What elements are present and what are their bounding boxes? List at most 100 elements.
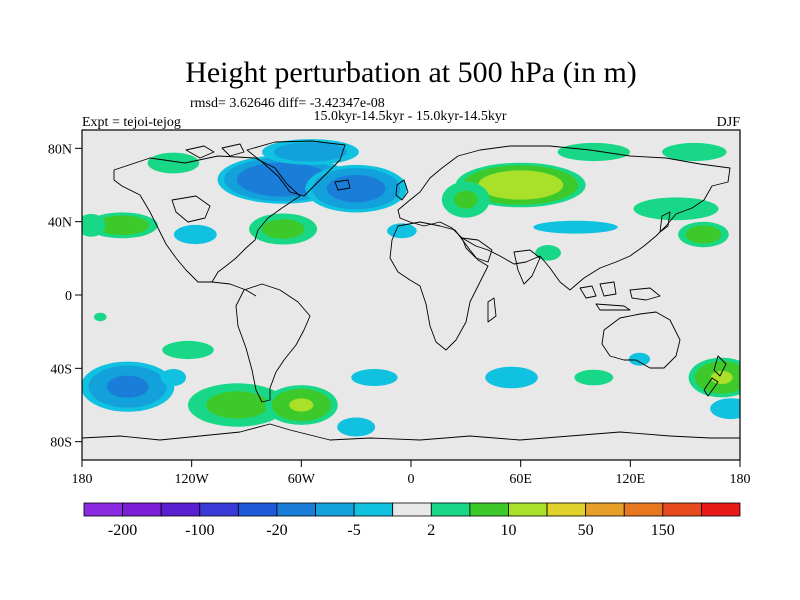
experiment-label: Expt = tejoi-tejog [82,115,181,130]
anomaly-center [264,385,338,425]
anomaly-center [162,340,214,360]
coastlines [82,140,740,441]
anomaly-center [82,213,106,237]
anomaly-contour [533,220,618,234]
anomaly-contour [95,215,150,236]
anomaly-center [485,366,538,389]
chart-title: Height perturbation at 500 hPa (in m) [185,56,637,89]
anomaly-contour [337,417,376,437]
anomaly-center [710,398,740,420]
colorbar-label: -5 [347,522,360,539]
colorbar-swatch [237,502,278,517]
colorbar-label: 2 [427,522,435,539]
y-tick-label: 0 [65,289,72,304]
y-tick-label: 80N [48,142,72,157]
anomaly-contour [685,225,722,244]
anomaly-contour [351,369,398,386]
anomaly-contour [628,352,651,366]
x-tick-label: 120W [175,472,210,487]
colorbar-swatch [623,502,664,517]
colorbar-label: 50 [578,522,594,539]
anomaly-center [160,369,187,386]
anomaly-center [262,139,359,165]
anomaly-contour [710,398,740,420]
anomaly-center [535,245,561,261]
colorbar-label: 10 [501,522,517,539]
colorbar-swatch [122,502,162,517]
anomaly-center [688,357,740,398]
map-background [82,130,740,460]
x-tick-label: 60E [509,472,532,487]
anomaly-center [82,361,175,412]
anomaly-contour [160,369,187,386]
x-axis-ticks: 180 120W 60W 0 60E 120E 180 [72,460,751,487]
colorbar-swatch [353,502,394,517]
y-tick-label: 40S [50,362,72,377]
colorbar-swatch [469,502,509,517]
anomaly-center [173,224,217,245]
colorbar-swatch [199,502,239,517]
colorbar-swatch [276,502,316,517]
anomaly-center [678,221,729,248]
anomaly-center [249,213,318,245]
x-tick-label: 0 [408,472,415,487]
colorbar-swatch [160,502,201,517]
x-tick-label: 120E [616,472,646,487]
anomaly-field [82,139,740,437]
anomaly-contour [453,190,478,209]
y-axis-ticks: 80N 40N 0 40S 80S [48,142,82,451]
anomaly-center [633,197,719,221]
anomaly-contour [662,142,727,162]
colorbar-swatch [83,502,123,517]
anomaly-center [662,142,727,162]
y-tick-label: 40N [48,216,72,231]
anomaly-contour [273,142,348,162]
anomaly-contour [535,245,561,261]
anomaly-contour [633,197,719,221]
x-tick-label: 180 [730,472,751,487]
anomaly-center [533,220,618,234]
anomaly-center [147,152,200,174]
season-label: DJF [717,115,741,130]
anomaly-contour [485,366,538,389]
anomaly-contour [106,375,149,398]
x-tick-label: 180 [72,472,93,487]
colorbar-swatch [546,502,587,517]
anomaly-contour [261,219,305,239]
anomaly-contour [557,142,630,162]
x-tick-label: 60W [288,472,316,487]
anomaly-center [351,369,398,386]
anomaly-contour [326,174,386,203]
colorbar-swatch [701,502,741,517]
anomaly-contour [478,170,564,200]
anomaly-center [86,212,158,239]
anomaly-contour [162,340,214,360]
stats-line: rmsd= 3.62646 diff= -3.42347e-08 [190,96,385,111]
colorbar-swatch [662,502,702,517]
y-tick-label: 80S [50,436,72,451]
colorbar-swatch [508,502,548,517]
anomaly-center [574,369,614,386]
anomaly-center [305,164,407,213]
anomaly-center [337,417,376,437]
period-line: 15.0kyr-14.5kyr - 15.0kyr-14.5kyr [313,109,506,124]
colorbar-label: -20 [266,522,287,539]
anomaly-contour [289,398,314,412]
anomaly-contour [147,152,200,174]
anomaly-center [441,181,490,218]
colorbar-swatch [430,502,471,517]
map-plot [82,130,740,460]
colorbar-label: -200 [108,522,137,539]
colorbar: -200 -100 -20 -5 2 10 50 150 [83,502,741,539]
anomaly-contour [206,391,269,419]
anomaly-center [557,142,630,162]
colorbar-swatch [315,502,355,517]
anomaly-center [628,352,651,366]
anomaly-center [93,312,107,322]
colorbar-label: -100 [185,522,214,539]
anomaly-contour [173,224,217,245]
anomaly-contour [93,312,107,322]
colorbar-swatch [392,502,432,517]
anomaly-contour [574,369,614,386]
